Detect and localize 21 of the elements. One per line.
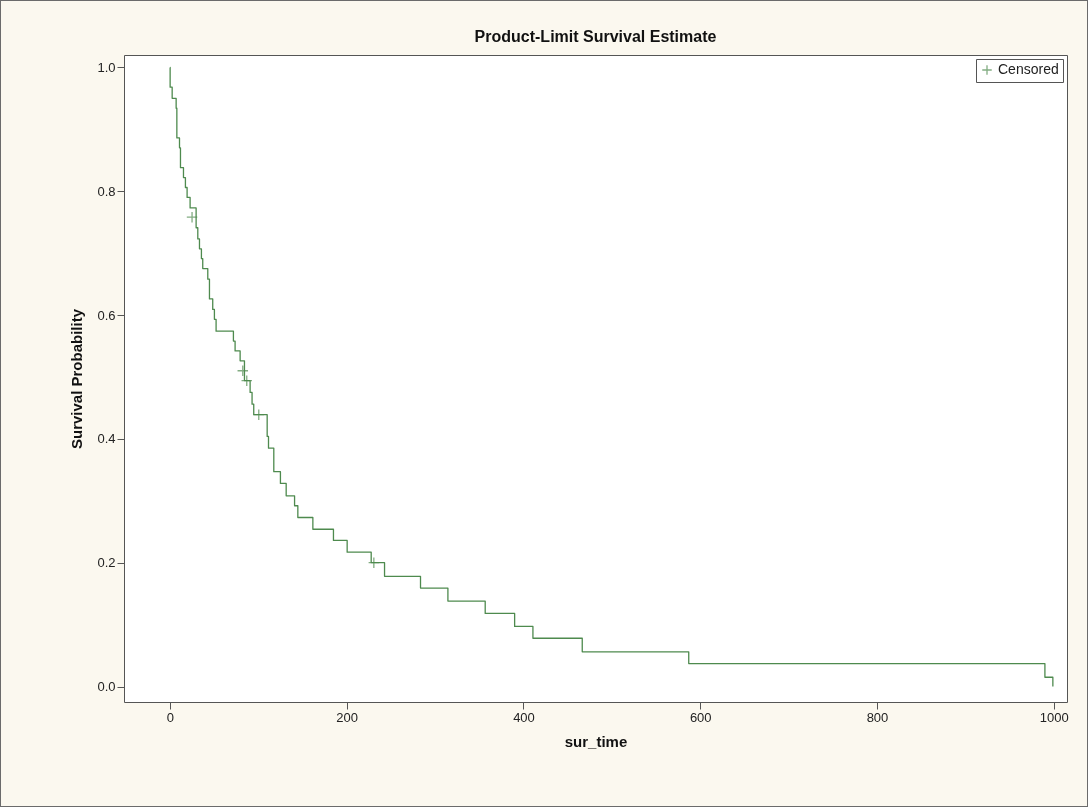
y-tick-label: 0.6 — [97, 307, 116, 323]
y-tick-label: 0.8 — [97, 183, 116, 199]
point — [236, 364, 249, 377]
x-tick-label: 1000 — [1039, 709, 1069, 725]
x-tick-label: 600 — [689, 709, 712, 725]
x-tick-label: 800 — [866, 709, 889, 725]
point — [186, 211, 198, 224]
legend-label: Censored — [998, 61, 1059, 77]
x-tick-label: 0 — [166, 709, 175, 725]
point — [252, 408, 265, 421]
y-tick-label: 0.4 — [97, 431, 116, 447]
y-tick-label: 0.0 — [97, 679, 116, 695]
x-tick-label: 200 — [336, 709, 359, 725]
point — [240, 374, 253, 387]
x-axis-title: sur_time — [564, 732, 628, 750]
y-axis-title: Survival Probability — [68, 308, 86, 450]
chart-title: Product-Limit Survival Estimate — [474, 28, 717, 45]
y-tick-label: 0.2 — [97, 555, 116, 571]
point — [367, 556, 380, 569]
x-tick-label: 400 — [513, 709, 535, 725]
y-tick-label: 1.0 — [97, 59, 116, 75]
